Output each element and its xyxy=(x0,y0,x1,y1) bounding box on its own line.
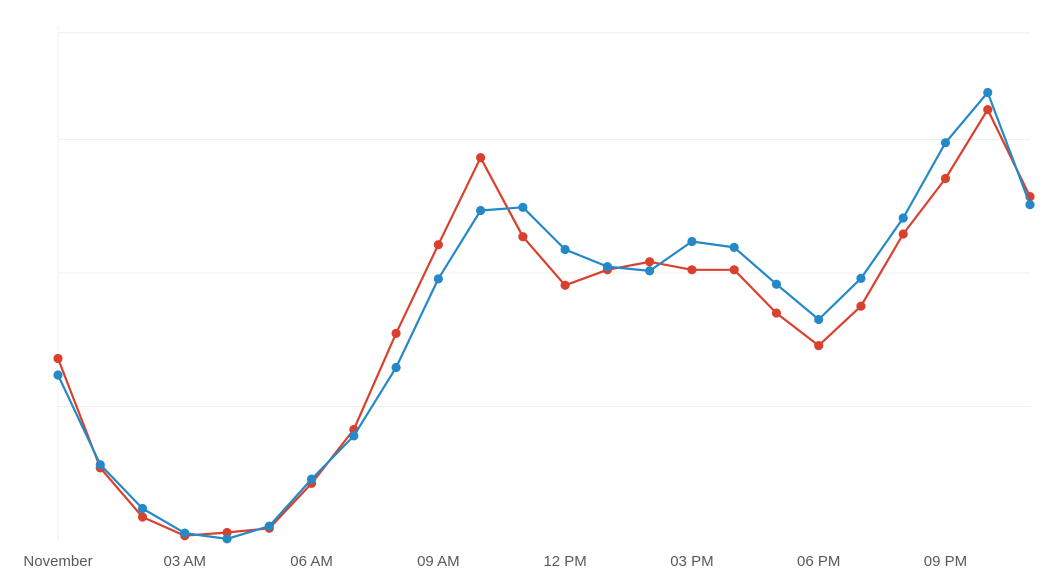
data-point[interactable] xyxy=(687,265,697,275)
data-point[interactable] xyxy=(180,528,190,538)
data-point[interactable] xyxy=(645,257,655,267)
data-point[interactable] xyxy=(391,328,401,338)
grid xyxy=(57,26,1030,540)
data-point[interactable] xyxy=(729,242,739,252)
x-tick-label: 06 AM xyxy=(290,553,333,570)
data-point[interactable] xyxy=(602,261,612,272)
data-point[interactable] xyxy=(856,273,866,283)
data-point[interactable] xyxy=(814,341,824,351)
series-group xyxy=(53,87,1035,544)
data-point[interactable] xyxy=(940,173,951,184)
data-point[interactable] xyxy=(53,370,63,380)
x-tick-label: 09 AM xyxy=(417,553,460,570)
data-point[interactable] xyxy=(771,279,782,289)
data-point[interactable] xyxy=(687,236,697,247)
data-point[interactable] xyxy=(349,431,359,441)
x-axis-tick-labels: November 03 AM 06 AM 09 AM 12 PM 03 PM 06 PM 09… xyxy=(23,553,967,570)
data-point[interactable] xyxy=(137,503,148,514)
data-point[interactable] xyxy=(518,232,528,242)
data-point[interactable] xyxy=(476,153,486,163)
data-point[interactable] xyxy=(222,534,232,544)
series-line-2 xyxy=(57,91,1032,541)
data-point[interactable] xyxy=(814,314,824,325)
data-point[interactable] xyxy=(856,301,866,311)
data-point[interactable] xyxy=(560,244,570,255)
data-point[interactable] xyxy=(95,460,105,470)
x-tick-label: 12 PM xyxy=(543,553,586,570)
data-point[interactable] xyxy=(306,474,317,484)
x-tick-label: 06 PM xyxy=(797,553,840,570)
series-line-1 xyxy=(56,108,1031,537)
data-point[interactable] xyxy=(645,266,655,276)
data-point[interactable] xyxy=(898,213,908,223)
data-point[interactable] xyxy=(391,362,401,373)
data-point[interactable] xyxy=(898,229,908,239)
data-point[interactable] xyxy=(264,521,274,531)
data-point[interactable] xyxy=(729,265,739,275)
x-tick-label: November xyxy=(23,553,92,570)
data-point[interactable] xyxy=(940,138,951,148)
x-tick-label: 03 AM xyxy=(164,553,207,570)
x-tick-label: 09 PM xyxy=(924,553,967,570)
data-point[interactable] xyxy=(53,353,63,364)
data-point[interactable] xyxy=(476,205,486,216)
data-point[interactable] xyxy=(518,202,528,212)
data-point[interactable] xyxy=(560,280,570,290)
data-point[interactable] xyxy=(222,527,232,538)
data-point[interactable] xyxy=(771,308,782,318)
data-point[interactable] xyxy=(137,512,148,522)
data-point[interactable] xyxy=(983,104,993,115)
data-point[interactable] xyxy=(433,240,443,250)
data-point[interactable] xyxy=(983,87,993,98)
x-tick-label: 03 PM xyxy=(670,553,713,570)
data-point[interactable] xyxy=(433,274,443,284)
data-point[interactable] xyxy=(1025,200,1035,210)
